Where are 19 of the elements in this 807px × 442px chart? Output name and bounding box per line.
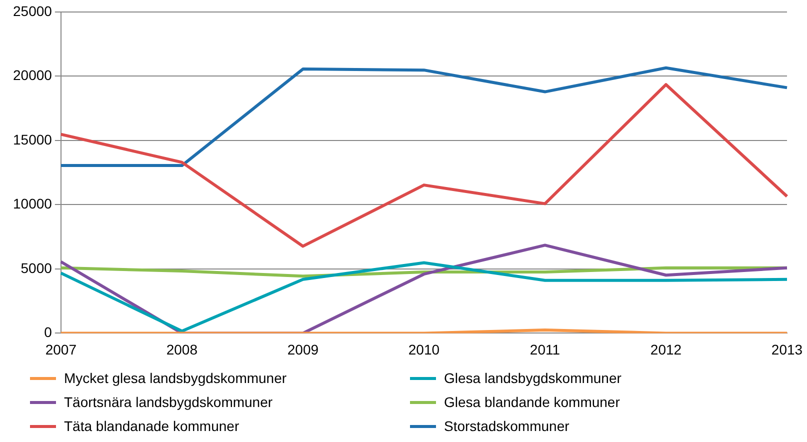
y-tick-label: 10000	[12, 196, 52, 212]
legend-label: Täortsnära landsbygdskommuner	[64, 394, 273, 410]
x-tick-label: 2013	[771, 341, 803, 358]
x-tick-label: 2007	[45, 341, 77, 358]
y-tick-label: 0	[44, 324, 52, 340]
x-tick-label: 2009	[287, 341, 319, 358]
x-tick-label: 2012	[650, 341, 682, 358]
y-tick-label: 25000	[12, 2, 52, 19]
y-tick-label: 5000	[20, 260, 52, 276]
legend-label: Mycket glesa landsbygdskommuner	[64, 370, 287, 386]
x-tick-label: 2010	[408, 341, 440, 358]
x-tick-label: 2008	[166, 341, 198, 358]
y-tick-label: 15000	[12, 131, 52, 148]
legend-label: Glesa landsbygdskommuner	[444, 370, 622, 386]
y-tick-label: 20000	[12, 67, 52, 84]
x-tick-label: 2011	[530, 341, 560, 358]
legend-label: Glesa blandande kommuner	[444, 394, 620, 410]
legend-label: Täta blandanade kommuner	[64, 418, 240, 434]
legend-label: Storstadskommuner	[444, 418, 570, 434]
